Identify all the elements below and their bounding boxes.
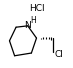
Text: N: N [24, 21, 31, 30]
Text: H: H [30, 16, 36, 25]
Text: Cl: Cl [55, 50, 64, 59]
Text: HCl: HCl [29, 4, 44, 13]
